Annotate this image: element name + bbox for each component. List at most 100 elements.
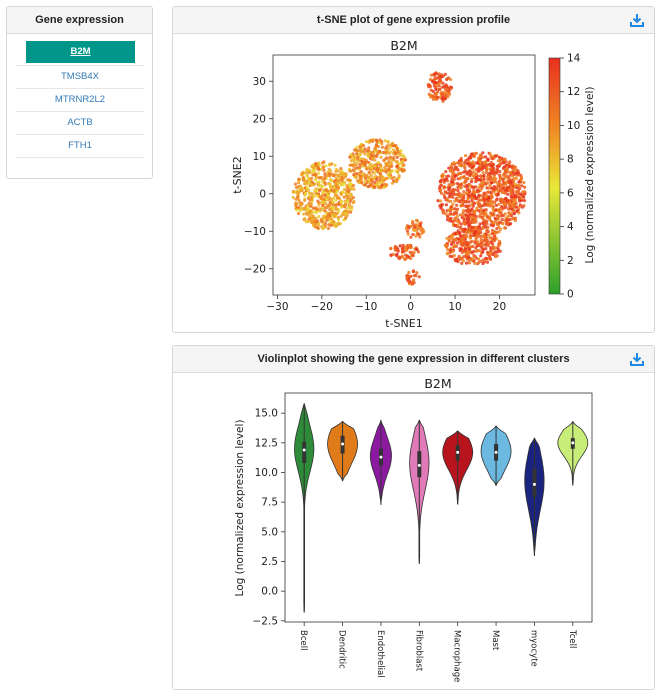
- tsne-point: [473, 152, 477, 156]
- tsne-point: [401, 249, 405, 253]
- tsne-point: [367, 170, 371, 174]
- tsne-point: [324, 164, 328, 168]
- tsne-point: [393, 151, 397, 155]
- tsne-point: [414, 234, 418, 238]
- tsne-point: [467, 261, 472, 265]
- tsne-point: [293, 182, 297, 186]
- tsne-point: [504, 160, 508, 164]
- tsne-point: [407, 243, 412, 248]
- tsne-point: [488, 167, 492, 171]
- tsne-point: [297, 190, 301, 194]
- download-icon[interactable]: [630, 352, 644, 366]
- tsne-point: [494, 208, 498, 212]
- tsne-point: [482, 191, 486, 195]
- tsne-point: [321, 185, 325, 189]
- tsne-point: [489, 175, 493, 179]
- tsne-point: [491, 169, 495, 173]
- tsne-point: [431, 79, 435, 84]
- tsne-point: [325, 211, 329, 215]
- tsne-point: [336, 169, 340, 173]
- tsne-point: [479, 174, 483, 178]
- tsne-point: [397, 174, 401, 178]
- gene-item-fth1[interactable]: FTH1: [16, 135, 144, 158]
- tsne-point: [303, 198, 307, 202]
- tsne-point: [321, 166, 325, 170]
- tsne-point: [475, 249, 479, 253]
- tsne-point: [474, 208, 478, 212]
- tsne-point: [488, 183, 492, 187]
- tsne-point: [478, 164, 482, 168]
- tsne-point: [463, 184, 467, 188]
- tsne-y-tick-label: 30: [253, 76, 266, 88]
- tsne-point: [475, 235, 479, 239]
- tsne-point: [471, 165, 475, 169]
- tsne-point: [485, 222, 489, 226]
- tsne-point: [476, 243, 480, 247]
- tsne-point: [433, 77, 437, 81]
- tsne-point: [509, 195, 514, 199]
- tsne-point: [355, 145, 359, 150]
- tsne-point: [468, 231, 472, 235]
- tsne-point: [384, 146, 388, 150]
- tsne-point: [318, 188, 322, 193]
- download-icon[interactable]: [630, 13, 644, 27]
- tsne-point: [437, 82, 441, 86]
- tsne-point: [456, 223, 460, 227]
- tsne-point: [484, 211, 488, 215]
- tsne-point: [450, 235, 454, 239]
- tsne-point: [378, 149, 382, 153]
- tsne-point: [509, 187, 513, 192]
- tsne-point: [427, 85, 431, 89]
- tsne-point: [500, 214, 504, 218]
- tsne-point: [370, 170, 375, 174]
- violin-x-tick-label: Dendritic: [337, 630, 347, 669]
- tsne-point: [433, 81, 438, 85]
- tsne-point: [323, 223, 327, 227]
- tsne-point: [468, 170, 473, 174]
- tsne-point: [380, 179, 384, 183]
- tsne-point: [465, 210, 470, 214]
- tsne-point: [388, 170, 392, 174]
- tsne-point: [436, 199, 440, 203]
- tsne-point: [480, 181, 484, 185]
- tsne-point: [432, 72, 436, 76]
- tsne-point: [508, 218, 512, 222]
- tsne-point: [395, 146, 399, 150]
- tsne-point: [485, 260, 490, 264]
- tsne-point: [471, 204, 475, 208]
- tsne-point: [401, 159, 405, 164]
- tsne-point: [344, 207, 348, 211]
- tsne-point: [323, 206, 327, 210]
- tsne-point: [492, 185, 496, 189]
- tsne-point: [357, 171, 361, 175]
- tsne-point: [329, 217, 334, 221]
- gene-item-actb[interactable]: ACTB: [16, 112, 144, 135]
- gene-item-mtrnr2l2[interactable]: MTRNR2L2: [16, 89, 144, 112]
- violin-y-tick-label: 10.0: [255, 467, 278, 479]
- colorbar-tick-label: 0: [567, 289, 574, 301]
- tsne-point: [334, 182, 338, 187]
- tsne-point: [393, 245, 397, 249]
- tsne-point: [463, 161, 467, 165]
- tsne-point: [309, 211, 314, 215]
- violin-x-tick-label: Endothelial: [375, 630, 385, 678]
- tsne-point: [496, 242, 501, 246]
- tsne-point: [515, 168, 519, 172]
- tsne-point: [453, 165, 457, 170]
- tsne-point: [417, 275, 421, 279]
- tsne-point: [473, 261, 477, 265]
- tsne-point: [333, 188, 337, 192]
- tsne-point: [409, 235, 413, 239]
- tsne-point: [377, 180, 381, 185]
- gene-item-b2m[interactable]: B2M: [26, 41, 135, 63]
- gene-item-tmsb4x[interactable]: TMSB4X: [16, 65, 144, 89]
- tsne-point: [443, 90, 447, 94]
- tsne-point: [409, 250, 414, 254]
- tsne-point: [337, 210, 341, 214]
- tsne-point: [370, 166, 374, 170]
- tsne-point: [478, 222, 482, 226]
- tsne-point: [308, 169, 312, 173]
- tsne-point: [484, 208, 488, 212]
- tsne-point: [379, 168, 383, 172]
- tsne-point: [417, 232, 421, 236]
